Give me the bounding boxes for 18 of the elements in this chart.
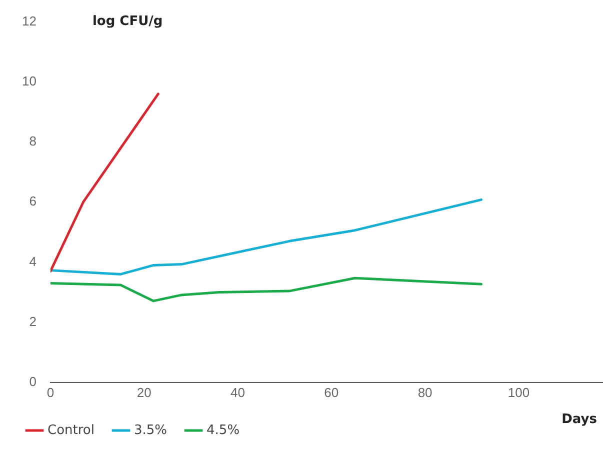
y-tick-label: 2 xyxy=(29,314,36,329)
x-axis-title: Days xyxy=(562,412,598,427)
y-tick-label: 8 xyxy=(29,134,36,149)
x-tick-label: 40 xyxy=(230,384,245,400)
legend-label: 4.5% xyxy=(206,422,240,438)
y-tick-label: 10 xyxy=(22,73,36,88)
x-tick-label: 100 xyxy=(508,384,530,400)
legend-label: Control xyxy=(48,422,94,438)
y-tick-label: 12 xyxy=(22,13,36,28)
y-tick-label: 0 xyxy=(29,374,36,389)
x-tick-label: 60 xyxy=(324,384,339,400)
x-tick-label: 20 xyxy=(136,384,152,400)
y-axis-title: log CFU/g xyxy=(92,14,163,30)
x-tick-label: 0 xyxy=(46,384,54,400)
legend-label: 3.5% xyxy=(134,422,168,438)
x-tick-label: 80 xyxy=(418,384,432,400)
y-tick-label: 4 xyxy=(29,254,36,269)
y-tick-label: 6 xyxy=(29,194,36,209)
